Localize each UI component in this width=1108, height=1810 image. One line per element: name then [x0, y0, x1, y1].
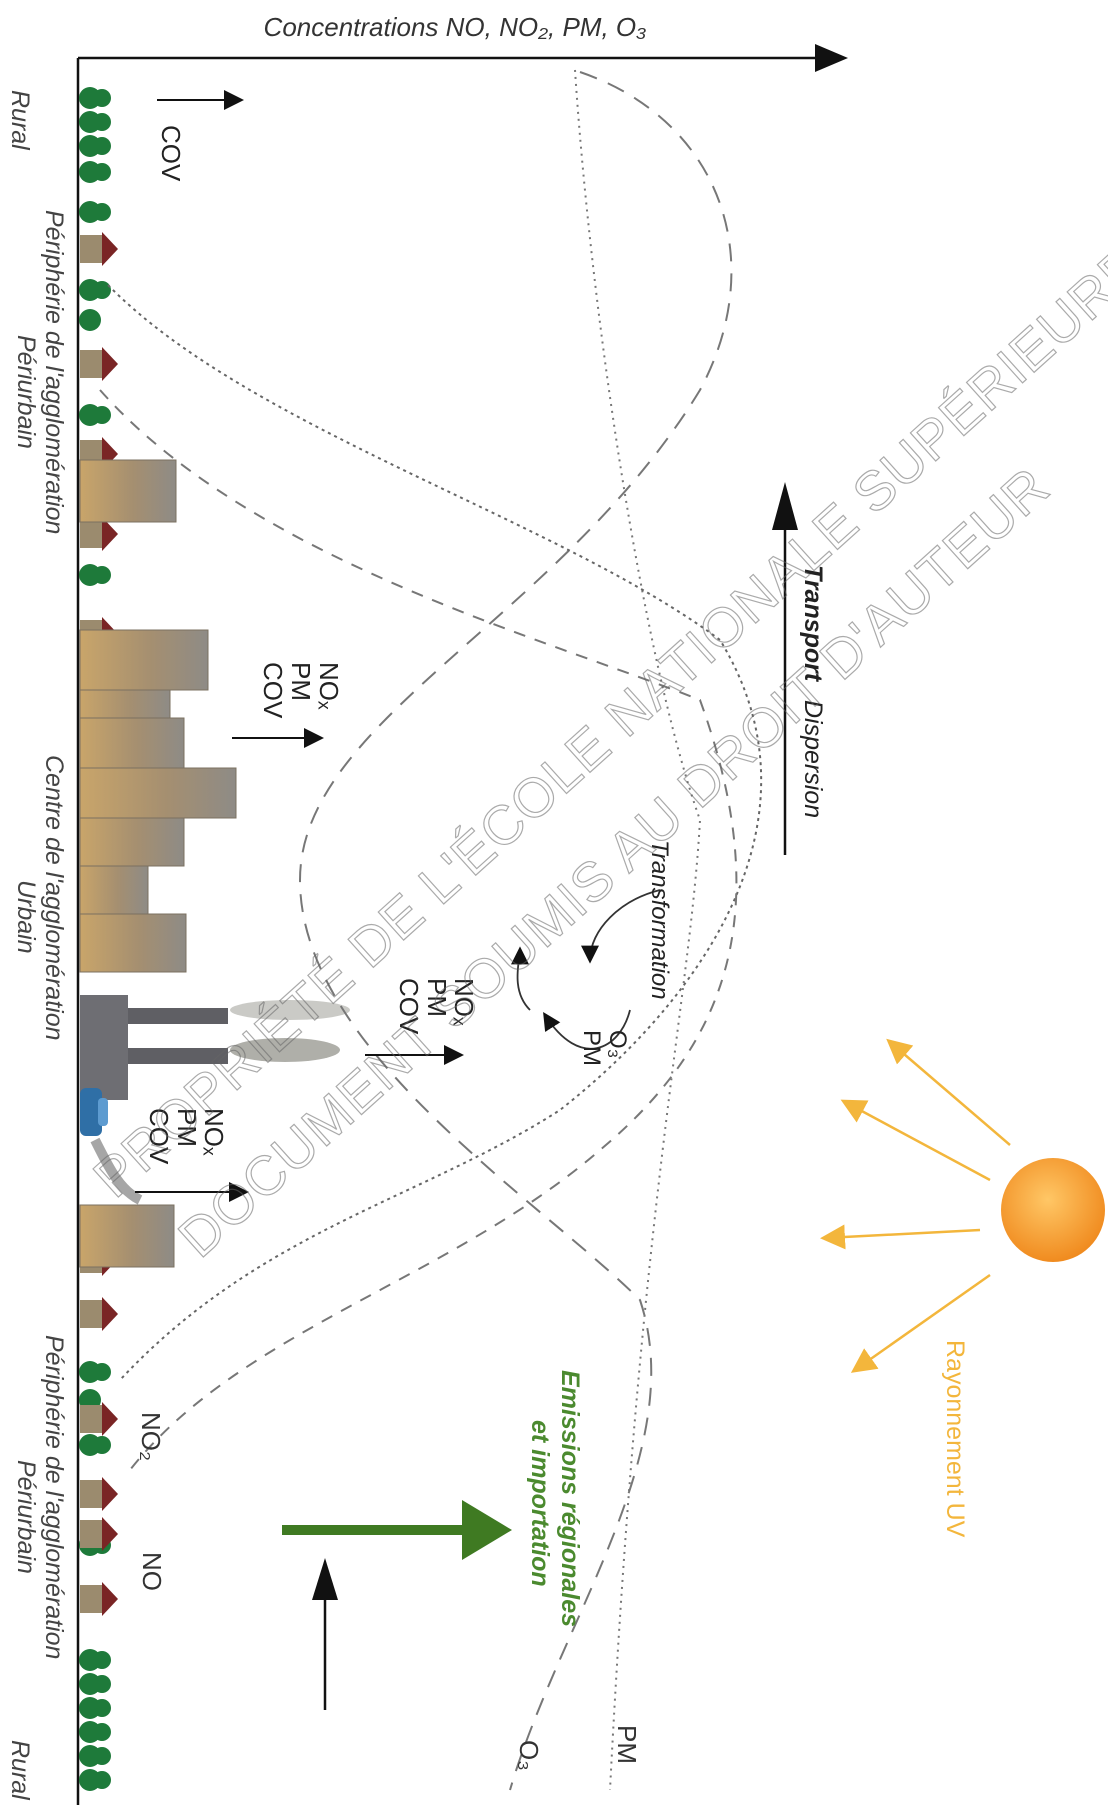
curves [99, 69, 763, 1791]
emission-factory: NOₓ PM COV [365, 978, 479, 1065]
watermark: PROPRIÉTÉ DE L'ÉCOLE NATIONALE SUPÉRIEUR… [81, 0, 1108, 1270]
curve-no2 [107, 284, 763, 1381]
label-regional-2: et importation [526, 1420, 554, 1587]
zone-periurbain-1: Périurbain [12, 335, 40, 449]
car [80, 1088, 143, 1205]
label-product-o3: O₃ [604, 1030, 631, 1058]
label-car-pm: PM [172, 1108, 202, 1147]
factory [80, 995, 350, 1100]
label-regional-1: Emissions régionales [556, 1370, 584, 1627]
label-car-nox: NOₓ [199, 1108, 229, 1156]
curve-no [99, 389, 738, 1471]
label-factory-pm: PM [422, 978, 452, 1017]
curve-o3 [298, 71, 733, 1791]
trees-right [79, 1361, 111, 1791]
label-o3: O₃ [514, 1740, 544, 1771]
sun-icon [1001, 1158, 1105, 1262]
zone-peripherie-2: Périphérie de l'agglomération [40, 1335, 68, 1659]
emission-car: NOₓ PM COV [135, 1108, 249, 1202]
label-transformation: Transformation [646, 840, 673, 1000]
label-product-pm: PM [578, 1030, 605, 1066]
label-factory-cov: COV [394, 978, 424, 1035]
zone-urbain: Urbain [12, 880, 40, 954]
watermark-line1: PROPRIÉTÉ DE L'ÉCOLE NATIONALE SUPÉRIEUR… [82, 0, 1108, 1209]
axis-title: Concentrations NO, NO₂, PM, O₃ [264, 12, 647, 42]
emission-rural: COV [156, 90, 244, 182]
label-factory-nox: NOₓ [449, 978, 479, 1026]
transport-arrow [772, 482, 798, 855]
zone-rural-left: Rural [6, 90, 34, 151]
city-buildings [79, 459, 237, 1268]
curve-pm [574, 69, 702, 1791]
zone-periurbain-2: Périurbain [12, 1460, 40, 1574]
zone-labels: Rural Périphérie de l'agglomération Péri… [6, 90, 68, 1801]
trees-left [79, 87, 111, 586]
label-pm: PM [612, 1725, 642, 1764]
label-no: NO [137, 1552, 167, 1591]
label-city-nox: NOₓ [314, 662, 344, 710]
label-car-cov: COV [144, 1108, 174, 1165]
label-cov-rural: COV [156, 125, 186, 182]
zone-centre: Centre de l'agglomération [40, 755, 68, 1041]
label-transport: Transport [799, 565, 827, 683]
label-uv: Rayonnement UV [941, 1340, 969, 1538]
transformation-cycle [510, 889, 661, 1050]
emission-city: NOₓ PM COV [232, 662, 344, 748]
label-city-cov: COV [258, 662, 288, 719]
label-dispersion: Dispersion [799, 700, 827, 818]
label-city-pm: PM [286, 662, 316, 701]
regional-emissions-arrow [282, 1500, 512, 1560]
label-no2: NO₂ [136, 1412, 166, 1461]
uv-rays [820, 1038, 1011, 1373]
zone-peripherie-1: Périphérie de l'agglomération [40, 210, 68, 534]
small-vertical-arrow [312, 1558, 338, 1710]
zone-rural-right: Rural [6, 1740, 34, 1801]
concentration-axis [76, 44, 848, 1805]
